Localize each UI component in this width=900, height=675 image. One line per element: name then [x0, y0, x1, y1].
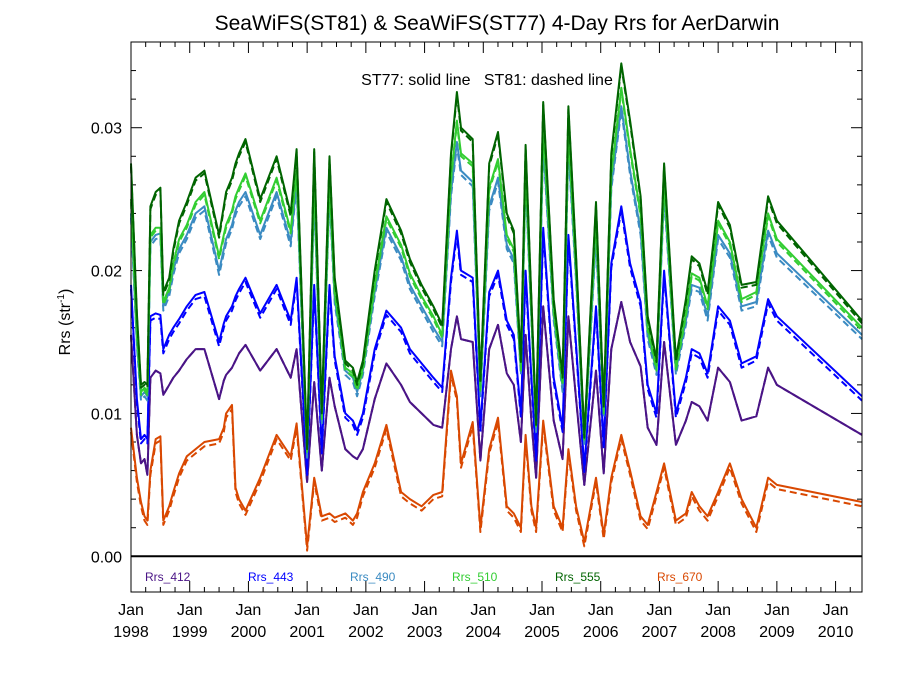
legend-label-rrs_510: Rrs_510 [452, 570, 498, 584]
axis-tick-labels: 0.00 0.01 0.02 0.03 Jan 1998 Jan 1999 Jan 2000 Jan… [91, 121, 854, 641]
x-tick-year-label: 2006 [583, 624, 619, 641]
legend-label-rrs_412: Rrs_412 [145, 570, 191, 584]
y-tick-label: 0.00 [91, 549, 122, 566]
series-line-st81-rrs_555 [130, 65, 863, 451]
series-line-st77-rrs_490 [130, 105, 863, 455]
y-tick-label: 0.02 [91, 264, 122, 281]
line-style-annotation: ST77: solid line ST81: dashed line [361, 72, 613, 89]
series-line-st81-rrs_443 [130, 209, 863, 476]
x-tick-year-label: 1998 [113, 624, 149, 641]
x-tick-month-label: Jan [647, 602, 673, 619]
x-tick-year-label: 2005 [524, 624, 560, 641]
series-line-st77-rrs_412 [130, 301, 863, 486]
x-tick-month-label: Jan [588, 602, 614, 619]
series-line-st81-rrs_670 [130, 373, 863, 552]
y-axis-label: Rrs (str-1) [56, 289, 74, 356]
series-line-st81-rrs_490 [130, 109, 863, 459]
x-tick-month-label: Jan [177, 602, 203, 619]
x-tick-month-label: Jan [236, 602, 262, 619]
x-tick-month-label: Jan [705, 602, 731, 619]
x-tick-year-label: 1999 [172, 624, 208, 641]
x-tick-month-label: Jan [823, 602, 849, 619]
x-tick-month-label: Jan [529, 602, 555, 619]
legend-label-rrs_490: Rrs_490 [350, 570, 396, 584]
y-axis-label-superscript: -1 [56, 294, 67, 303]
y-tick-label: 0.01 [91, 406, 122, 423]
y-axis-label-tail: ) [57, 289, 74, 294]
x-tick-year-label: 2003 [407, 624, 443, 641]
legend-label-rrs_670: Rrs_670 [657, 570, 703, 584]
legend-label-rrs_555: Rrs_555 [555, 570, 601, 584]
chart-title: SeaWiFS(ST81) & SeaWiFS(ST77) 4-Day Rrs … [215, 12, 780, 35]
x-tick-year-label: 2002 [348, 624, 384, 641]
x-tick-year-label: 2010 [818, 624, 854, 641]
series-line-st77-rrs_555 [130, 62, 863, 448]
x-tick-month-label: Jan [294, 602, 320, 619]
x-tick-year-label: 2008 [700, 624, 736, 641]
x-tick-year-label: 2007 [642, 624, 678, 641]
series-line-st77-rrs_670 [130, 369, 863, 548]
x-tick-year-label: 2000 [231, 624, 267, 641]
x-tick-month-label: Jan [353, 602, 379, 619]
x-tick-year-label: 2009 [759, 624, 795, 641]
series-line-st77-rrs_443 [130, 205, 863, 472]
x-tick-month-label: Jan [764, 602, 790, 619]
plot-frame [130, 41, 863, 593]
axis-ticks [130, 42, 862, 592]
series-line-st77-rrs_510 [130, 86, 863, 451]
y-tick-label: 0.03 [91, 121, 122, 138]
series-lines [130, 62, 863, 552]
x-tick-year-label: 2001 [289, 624, 325, 641]
series-line-st81-rrs_510 [130, 89, 863, 453]
y-axis-label-main: Rrs (str [57, 302, 74, 355]
x-tick-month-label: Jan [412, 602, 438, 619]
legend-label-rrs_443: Rrs_443 [248, 570, 294, 584]
x-tick-month-label: Jan [470, 602, 496, 619]
x-tick-month-label: Jan [118, 602, 144, 619]
x-tick-year-label: 2004 [465, 624, 501, 641]
legend: Rrs_412 Rrs_443 Rrs_490 Rrs_510 Rrs_555 Rrs_6… [145, 570, 703, 584]
